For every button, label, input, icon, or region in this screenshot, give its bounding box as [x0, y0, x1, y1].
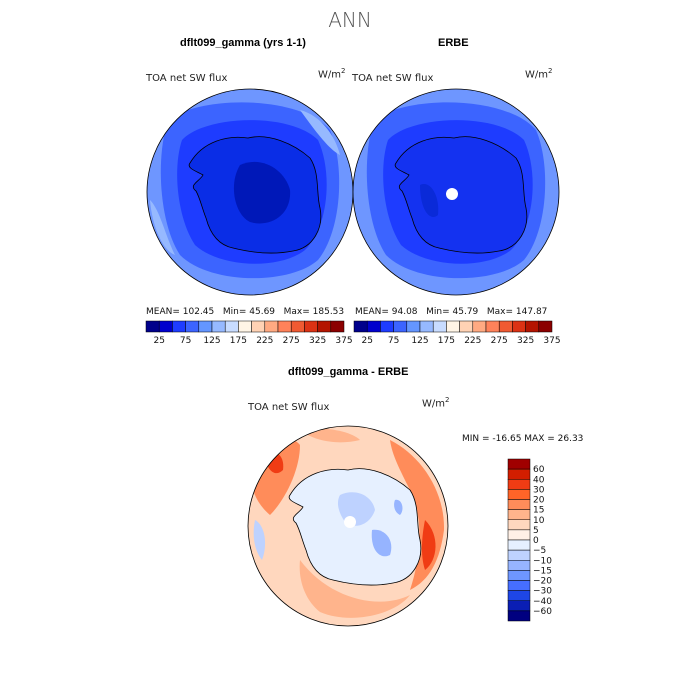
colorbar-obs-swatch: [485, 320, 500, 333]
colorbar-diff-swatch: [507, 600, 531, 612]
colorbar-obs-tick-label: 25: [361, 336, 372, 346]
colorbar-diff-level-label: 30: [533, 485, 545, 495]
colorbar-model-swatch: [172, 320, 186, 333]
colorbar-diff-level-label: −30: [533, 587, 552, 597]
colorbar-obs-swatch: [419, 320, 434, 333]
diff-title: dflt099_gamma - ERBE: [288, 366, 409, 378]
colorbar-obs-tick-label: 125: [411, 336, 428, 346]
colorbar-model-swatch: [330, 320, 345, 333]
colorbar-model-tick-label: 125: [203, 336, 220, 346]
colorbar-model-swatch: [290, 320, 305, 333]
model-map: [146, 88, 354, 296]
colorbar-diff-level-label: 60: [533, 465, 545, 475]
colorbar-diff-swatch: [507, 570, 531, 581]
colorbar-obs-swatch: [472, 320, 487, 333]
colorbar-diff-swatch: [507, 539, 531, 551]
obs-map: [352, 88, 560, 296]
colorbar-diff-level-label: 15: [533, 506, 544, 516]
colorbar-model-swatch: [304, 320, 318, 333]
colorbar-model-swatch: [145, 320, 160, 333]
colorbar-diff-level-label: 5: [533, 526, 539, 536]
colorbar-obs-swatch: [353, 320, 368, 333]
figure-title: ANN: [328, 8, 372, 32]
panel-model-unit: W/m2: [318, 67, 346, 81]
colorbar-diff-swatch: [507, 509, 531, 520]
colorbar-model-swatch: [238, 320, 252, 333]
colorbar-obs-swatch: [366, 320, 381, 333]
colorbar-obs: 25 75 125 175 225 275 325 375: [353, 320, 561, 346]
colorbar-obs-swatch: [498, 320, 513, 333]
colorbar-diff-level-label: 20: [533, 496, 545, 506]
colorbar-obs-tick-label: 275: [491, 336, 508, 346]
colorbar-model-tick-label: 25: [153, 336, 164, 346]
colorbar-diff-level-label: −10: [533, 556, 552, 566]
colorbar-model-swatch: [224, 320, 239, 333]
panel-model-title: dflt099_gamma (yrs 1-1): [180, 37, 306, 49]
colorbar-obs-swatch: [432, 320, 447, 333]
colorbar-obs-swatch: [406, 320, 421, 333]
colorbar-model-swatch: [251, 320, 266, 333]
panel-model-field-label: TOA net SW flux: [146, 73, 228, 84]
colorbar-model-swatch: [317, 320, 332, 333]
colorbar-model-tick-label: 375: [335, 336, 352, 346]
colorbar-obs-swatch: [380, 320, 394, 333]
colorbar-diff-swatch: [507, 489, 531, 500]
colorbar-diff-level-label: −15: [533, 566, 552, 576]
colorbar-obs-tick-label: 175: [438, 336, 455, 346]
colorbar-diff-level-label: 0: [533, 536, 539, 546]
colorbar-obs-swatch: [538, 320, 553, 333]
colorbar-diff-swatch: [507, 549, 531, 561]
panel-model-stats: MEAN= 102.45 Min= 45.69 Max= 185.53: [146, 307, 345, 317]
colorbar-diff-swatch: [507, 468, 531, 480]
colorbar-model-swatch: [211, 320, 226, 333]
colorbar-obs-tick-label: 375: [543, 336, 560, 346]
colorbar-model-tick-label: 175: [230, 336, 247, 346]
colorbar-diff-swatch: [507, 479, 531, 490]
colorbar-model: 25 75 125 175 225 275 325 375: [145, 320, 353, 346]
colorbar-diff-swatch: [507, 560, 531, 571]
colorbar-model-tick-label: 75: [180, 336, 191, 346]
obs-pole-hole: [446, 188, 458, 200]
diff-field-label: TOA net SW flux: [248, 402, 330, 413]
colorbar-diff-level-label: −5: [533, 546, 546, 556]
colorbar-diff-swatch: [507, 499, 531, 510]
colorbar-diff-level-label: 40: [533, 475, 545, 485]
panel-obs-unit: W/m2: [525, 67, 553, 81]
colorbar-obs-tick-label: 75: [388, 336, 399, 346]
panel-obs-title: ERBE: [438, 37, 469, 49]
diff-pole-hole: [344, 516, 356, 528]
colorbar-diff-swatch: [507, 610, 531, 622]
diff-stats: MIN = -16.65 MAX = 26.33: [462, 434, 584, 444]
colorbar-model-tick-label: 325: [309, 336, 326, 346]
colorbar-obs-swatch: [459, 320, 474, 333]
colorbar-diff-level-label: −20: [533, 577, 552, 587]
diff-map: [247, 425, 449, 627]
colorbar-model-swatch: [158, 320, 173, 333]
colorbar-model-swatch: [277, 320, 292, 333]
panel-obs-stats: MEAN= 94.08 Min= 45.79 Max= 147.87: [355, 307, 548, 317]
colorbar-model-tick-label: 275: [283, 336, 300, 346]
colorbar-diff-swatch: [507, 590, 531, 601]
colorbar-diff-level-label: 10: [533, 516, 545, 526]
colorbar-obs-swatch: [446, 320, 460, 333]
colorbar-obs-tick-label: 225: [464, 336, 481, 346]
colorbar-diff-swatch: [507, 458, 531, 470]
colorbar-diff-swatch: [507, 519, 531, 531]
colorbar-model-tick-label: 225: [256, 336, 273, 346]
colorbar-diff-swatch: [507, 529, 531, 541]
panel-obs-field-label: TOA net SW flux: [352, 73, 434, 84]
colorbar-model-swatch: [185, 320, 200, 333]
colorbar-obs-swatch: [393, 320, 408, 333]
colorbar-model-swatch: [198, 320, 213, 333]
colorbar-obs-swatch: [512, 320, 526, 333]
diff-unit: W/m2: [422, 396, 450, 410]
colorbar-obs-tick-label: 325: [517, 336, 534, 346]
colorbar-diff-level-label: −60: [533, 607, 552, 617]
colorbar-diff-level-label: −40: [533, 597, 552, 607]
colorbar-diff-swatch: [507, 580, 531, 591]
colorbar-obs-swatch: [525, 320, 540, 333]
colorbar-model-swatch: [264, 320, 279, 333]
